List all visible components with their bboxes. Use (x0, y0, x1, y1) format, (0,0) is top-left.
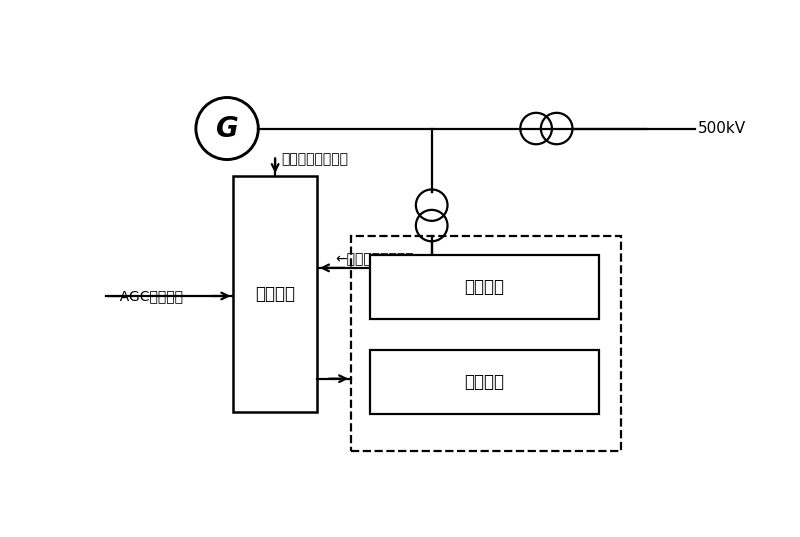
Text: 控制设备: 控制设备 (255, 285, 295, 303)
Text: 发电机组出力检测: 发电机组出力检测 (282, 153, 348, 166)
Bar (370, 255, 599, 319)
Bar (234, 176, 317, 412)
Bar (351, 236, 621, 451)
Text: 500kV: 500kV (698, 121, 746, 136)
Text: ←储能设备出力检测: ←储能设备出力检测 (335, 252, 414, 266)
Text: 储能设备: 储能设备 (464, 373, 504, 391)
Text: —AGC调度指令: —AGC调度指令 (106, 289, 183, 303)
Bar (370, 350, 599, 414)
Text: 690V: 690V (444, 276, 483, 291)
Text: 变流设备: 变流设备 (464, 278, 504, 296)
Text: G: G (216, 114, 238, 142)
